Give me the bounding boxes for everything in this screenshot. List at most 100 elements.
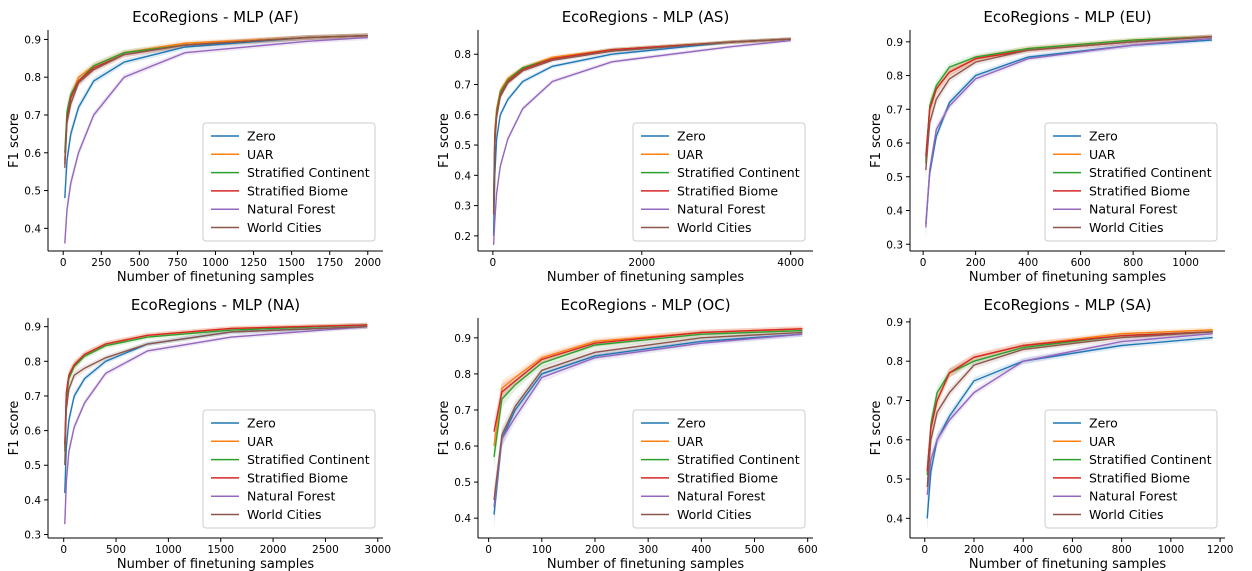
y-axis-label: F1 score [437, 113, 452, 168]
y-tick-label: 0.7 [24, 110, 41, 122]
y-tick-label: 0.8 [454, 49, 471, 61]
y-tick-label: 0.9 [24, 34, 41, 46]
y-tick-label: 0.8 [886, 356, 903, 368]
y-tick-label: 0.7 [454, 405, 471, 417]
legend-box [1044, 122, 1218, 242]
legend-label: World Cities [1089, 220, 1164, 235]
x-tick-label: 400 [1018, 257, 1038, 269]
series-band [927, 331, 1213, 509]
x-tick-label: 0 [60, 544, 67, 556]
legend-label: Stratified Continent [247, 452, 370, 467]
legend: Zero UAR Stratified Continent Stratified Bi… [632, 122, 806, 242]
chart-title: EcoRegions - MLP (OC) [560, 296, 730, 314]
legend: Zero UAR Stratified Continent Stratified Bi… [1044, 409, 1218, 529]
legend-label: World Cities [1089, 507, 1164, 522]
series-line [926, 333, 1213, 495]
y-tick-label: 0.6 [24, 426, 41, 438]
x-tick-label: 1200 [1207, 544, 1234, 556]
x-tick-label: 400 [1013, 544, 1033, 556]
series-line [493, 328, 803, 432]
y-tick-label: 0.9 [24, 322, 41, 334]
x-tick-label: 500 [129, 257, 149, 269]
x-axis-label: Number of finetuning samples [969, 270, 1167, 285]
x-tick-label: 500 [744, 544, 764, 556]
legend-label: Stratified Continent [1089, 452, 1212, 467]
x-axis-label: Number of finetuning samples [117, 557, 315, 571]
legend-label: Stratified Continent [677, 165, 800, 180]
legend-label: World Cities [247, 507, 322, 522]
x-tick-label: 600 [1062, 544, 1082, 556]
series-line [64, 324, 368, 452]
legend-label: Zero [1089, 129, 1118, 144]
y-tick-label: 0.5 [454, 140, 471, 152]
legend-label: Zero [247, 416, 276, 431]
y-tick-label: 0.3 [24, 530, 41, 542]
y-tick-label: 0.7 [24, 391, 41, 403]
x-tick-label: 200 [585, 544, 605, 556]
x-tick-label: 300 [638, 544, 658, 556]
series-line [925, 36, 1212, 164]
x-tick-label: 1750 [316, 257, 343, 269]
y-tick-label: 0.4 [886, 513, 903, 525]
x-tick-label: 1000 [1172, 257, 1199, 269]
legend: Zero UAR Stratified Continent Stratified Bi… [632, 409, 806, 529]
y-tick-label: 0.5 [886, 474, 903, 486]
legend-label: Natural Forest [247, 202, 336, 217]
series-line [493, 329, 803, 457]
x-tick-label: 600 [798, 544, 818, 556]
legend-label: Stratified Continent [247, 165, 370, 180]
y-tick-label: 0.8 [454, 369, 471, 381]
y-tick-label: 0.5 [454, 477, 471, 489]
x-tick-label: 800 [1112, 544, 1132, 556]
series-line [492, 38, 791, 236]
x-tick-label: 1000 [202, 257, 229, 269]
x-tick-label: 0 [490, 257, 497, 269]
chart-title: EcoRegions - MLP (EU) [983, 8, 1151, 26]
x-tick-label: 2500 [312, 544, 339, 556]
legend-label: Natural Forest [677, 489, 766, 504]
legend-label: UAR [677, 434, 704, 449]
legend-box [1044, 409, 1218, 529]
x-tick-label: 1000 [1157, 544, 1184, 556]
legend-box [202, 122, 376, 242]
legend-label: UAR [1089, 147, 1116, 162]
legend-label: UAR [1089, 434, 1116, 449]
series-line [64, 36, 368, 244]
series-line [925, 36, 1212, 171]
y-tick-label: 0.8 [886, 71, 903, 83]
chart-title: EcoRegions - MLP (AS) [562, 8, 730, 26]
y-tick-label: 0.5 [24, 186, 41, 198]
y-tick-label: 0.9 [454, 333, 471, 345]
chart-title: EcoRegions - MLP (NA) [131, 296, 300, 314]
x-tick-label: 1250 [240, 257, 267, 269]
series-line [64, 324, 368, 445]
x-tick-label: 0 [921, 544, 928, 556]
series-line [492, 38, 791, 215]
x-axis-label: Number of finetuning samples [547, 270, 745, 285]
y-tick-label: 0.6 [886, 138, 903, 150]
series-line [926, 331, 1213, 487]
y-axis-label: F1 score [869, 113, 884, 168]
x-tick-label: 100 [532, 544, 552, 556]
legend-label: Natural Forest [677, 202, 766, 217]
series-line [64, 326, 368, 525]
legend-box [202, 409, 376, 529]
chart-title: EcoRegions - MLP (AF) [132, 8, 299, 26]
legend-label: Stratified Biome [247, 470, 348, 485]
legend-label: World Cities [247, 220, 322, 235]
y-tick-label: 0.5 [24, 460, 41, 472]
x-tick-label: 500 [106, 544, 126, 556]
y-tick-label: 0.5 [886, 172, 903, 184]
x-tick-label: 0 [485, 544, 492, 556]
x-tick-label: 600 [1071, 257, 1091, 269]
x-tick-label: 750 [167, 257, 187, 269]
y-tick-label: 0.7 [886, 104, 903, 116]
y-tick-label: 0.4 [886, 206, 903, 218]
x-axis-label: Number of finetuning samples [969, 557, 1167, 571]
chart-panel-4: EcoRegions - MLP (NA) 0 500 1000 1500 2000 250… [7, 296, 391, 571]
legend-label: Stratified Biome [677, 470, 778, 485]
chart-panel-3: EcoRegions - MLP (EU) 0 200 400 600 800 1000 0.… [869, 8, 1225, 285]
legend: Zero UAR Stratified Continent Stratified Bi… [1044, 122, 1218, 242]
legend-label: Zero [677, 129, 706, 144]
x-tick-label: 1500 [207, 544, 234, 556]
